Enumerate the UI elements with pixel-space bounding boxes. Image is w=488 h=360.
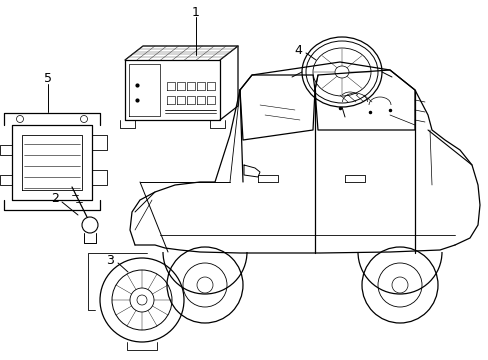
Text: 2: 2: [51, 192, 59, 204]
Text: 3: 3: [106, 253, 114, 266]
Text: 5: 5: [44, 72, 52, 85]
Text: 4: 4: [293, 44, 301, 57]
Text: 1: 1: [192, 5, 200, 18]
